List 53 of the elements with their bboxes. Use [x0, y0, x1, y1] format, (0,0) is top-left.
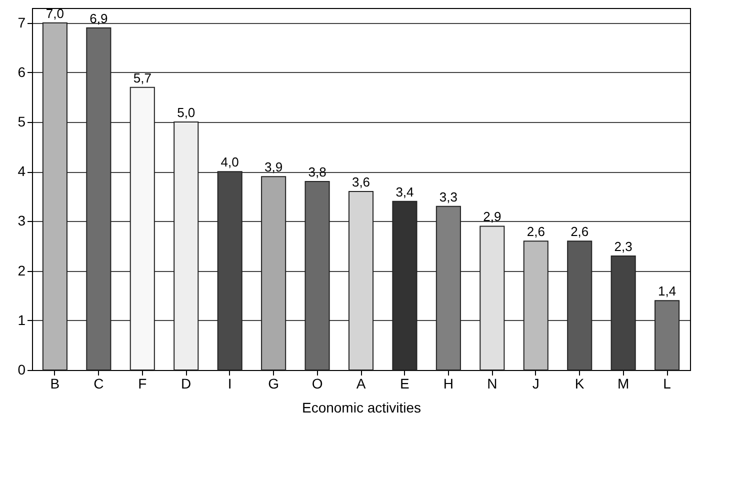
bar: [174, 122, 199, 370]
data-label: 3,3: [439, 189, 458, 204]
x-tick-label: D: [181, 376, 192, 392]
x-tick-label: H: [443, 376, 454, 392]
data-label: 2,3: [614, 238, 632, 254]
x-tick-label: C: [94, 376, 104, 392]
data-label: 3,4: [396, 184, 414, 200]
x-tick-label: L: [663, 376, 672, 392]
data-label: 4,0: [220, 154, 239, 170]
x-tick-label: B: [50, 376, 60, 392]
bar: [304, 181, 330, 370]
bar: [42, 22, 68, 370]
x-axis-title: Economic activities: [302, 400, 422, 416]
x-tick-label: J: [532, 376, 540, 392]
data-label: 5,0: [177, 105, 196, 120]
x-tick-label: M: [617, 376, 630, 392]
x-tick-label: E: [400, 376, 410, 392]
bar: [261, 176, 286, 370]
bar: [523, 240, 548, 370]
data-label: 2,6: [570, 224, 589, 240]
bar: [348, 190, 374, 370]
x-tick-label: N: [487, 376, 498, 392]
y-tick-label: 7: [18, 14, 26, 30]
x-tick-label: A: [356, 376, 366, 392]
x-tick-label: F: [138, 376, 147, 392]
y-tick-label: 4: [18, 163, 26, 180]
bar: [86, 27, 112, 370]
data-label: 3,6: [352, 174, 370, 190]
bar: [654, 300, 680, 370]
y-tick-label: 5: [18, 114, 26, 130]
y-tick-label: 6: [18, 64, 26, 80]
data-label: 5,7: [133, 70, 152, 86]
data-label: 7,0: [46, 6, 64, 21]
data-label: 3,9: [264, 160, 283, 175]
y-tick-label: 1: [18, 312, 26, 328]
bar: [480, 226, 505, 370]
y-tick-label: 0: [18, 362, 26, 378]
y-tick-label: 2: [18, 262, 26, 278]
data-label: 2,9: [483, 209, 502, 224]
data-label: 6,9: [90, 10, 108, 26]
x-tick-label: G: [268, 376, 280, 392]
bar: [567, 240, 592, 370]
bar: [217, 171, 242, 370]
bar: [436, 206, 461, 370]
x-tick-label: O: [312, 376, 323, 392]
y-tick-label: 3: [18, 212, 26, 229]
x-tick-label: K: [574, 376, 585, 392]
data-label: 2,6: [526, 224, 545, 240]
data-label: 1,4: [658, 284, 676, 299]
x-tick-label: I: [228, 376, 232, 392]
bar: [392, 200, 418, 370]
bar: [610, 255, 636, 370]
bar: [130, 86, 155, 370]
